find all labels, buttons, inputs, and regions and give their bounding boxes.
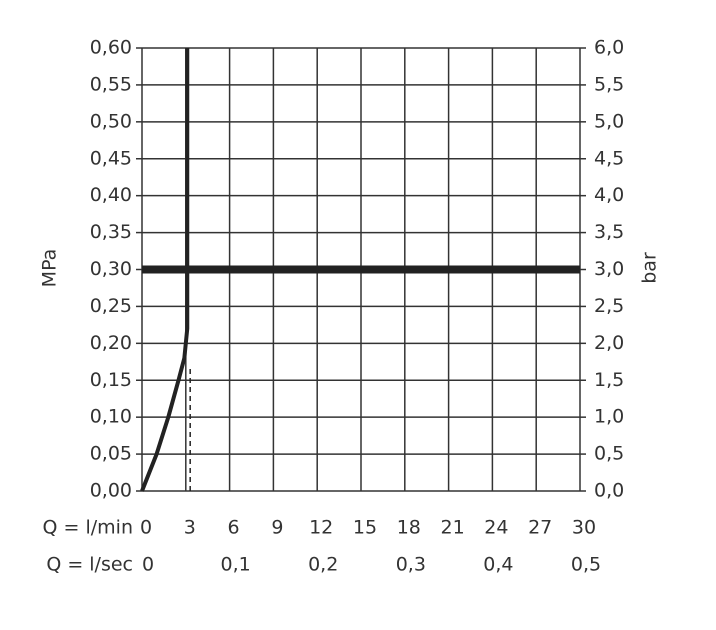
x2-tick-label: 0 xyxy=(142,554,154,576)
x-tick-label: 15 xyxy=(353,517,377,539)
y2-tick-label: 5,0 xyxy=(594,110,624,132)
x2-tick-label: 0,4 xyxy=(483,554,513,576)
x2-tick-label: 0,3 xyxy=(396,554,426,576)
x-tick-label: 3 xyxy=(184,517,196,539)
x-tick-label: 18 xyxy=(397,517,421,539)
x-axis-label: Q = l/min xyxy=(43,517,133,539)
y2-tick-label: 5,5 xyxy=(594,73,624,95)
y2-axis-label: bar xyxy=(639,252,661,284)
y-tick-label: 0,00 xyxy=(90,480,132,502)
y-tick-label: 0,25 xyxy=(90,295,132,317)
x2-tick-label: 0,5 xyxy=(571,554,601,576)
y2-tick-label: 3,0 xyxy=(594,258,624,280)
y2-tick-label: 2,0 xyxy=(594,332,624,354)
y2-tick-label: 0,0 xyxy=(594,480,624,502)
y-tick-label: 0,55 xyxy=(90,73,132,95)
x-tick-label: 27 xyxy=(528,517,552,539)
y2-tick-label: 4,0 xyxy=(594,184,624,206)
x-tick-label: 30 xyxy=(572,517,596,539)
y-tick-label: 0,50 xyxy=(90,110,132,132)
x-tick-label: 6 xyxy=(228,517,240,539)
x-tick-label: 24 xyxy=(484,517,508,539)
x2-axis-label: Q = l/sec xyxy=(46,554,133,576)
x-tick-label: 12 xyxy=(309,517,333,539)
curve xyxy=(140,48,190,492)
x-tick-label: 21 xyxy=(441,517,465,539)
y-tick-label: 0,15 xyxy=(90,369,132,391)
y2-tick-label: 1,0 xyxy=(594,406,624,428)
y2-tick-label: 4,5 xyxy=(594,147,624,169)
x-tick-label: 0 xyxy=(140,517,152,539)
y-axis-label: MPa xyxy=(39,249,61,288)
x2-tick-label: 0,2 xyxy=(308,554,338,576)
y-tick-label: 0,10 xyxy=(90,406,132,428)
y2-tick-label: 0,5 xyxy=(594,443,624,465)
y2-tick-label: 6,0 xyxy=(594,37,624,59)
y-tick-label: 0,60 xyxy=(90,37,132,59)
x2-tick-label: 0,1 xyxy=(220,554,250,576)
y-tick-label: 0,45 xyxy=(90,147,132,169)
y2-tick-label: 3,5 xyxy=(594,221,624,243)
y-tick-label: 0,30 xyxy=(90,258,132,280)
y2-tick-label: 1,5 xyxy=(594,369,624,391)
y-tick-label: 0,40 xyxy=(90,184,132,206)
y-tick-label: 0,20 xyxy=(90,332,132,354)
x-tick-label: 9 xyxy=(271,517,283,539)
y2-tick-label: 2,5 xyxy=(594,295,624,317)
y-tick-label: 0,05 xyxy=(90,443,132,465)
y-tick-label: 0,35 xyxy=(90,221,132,243)
